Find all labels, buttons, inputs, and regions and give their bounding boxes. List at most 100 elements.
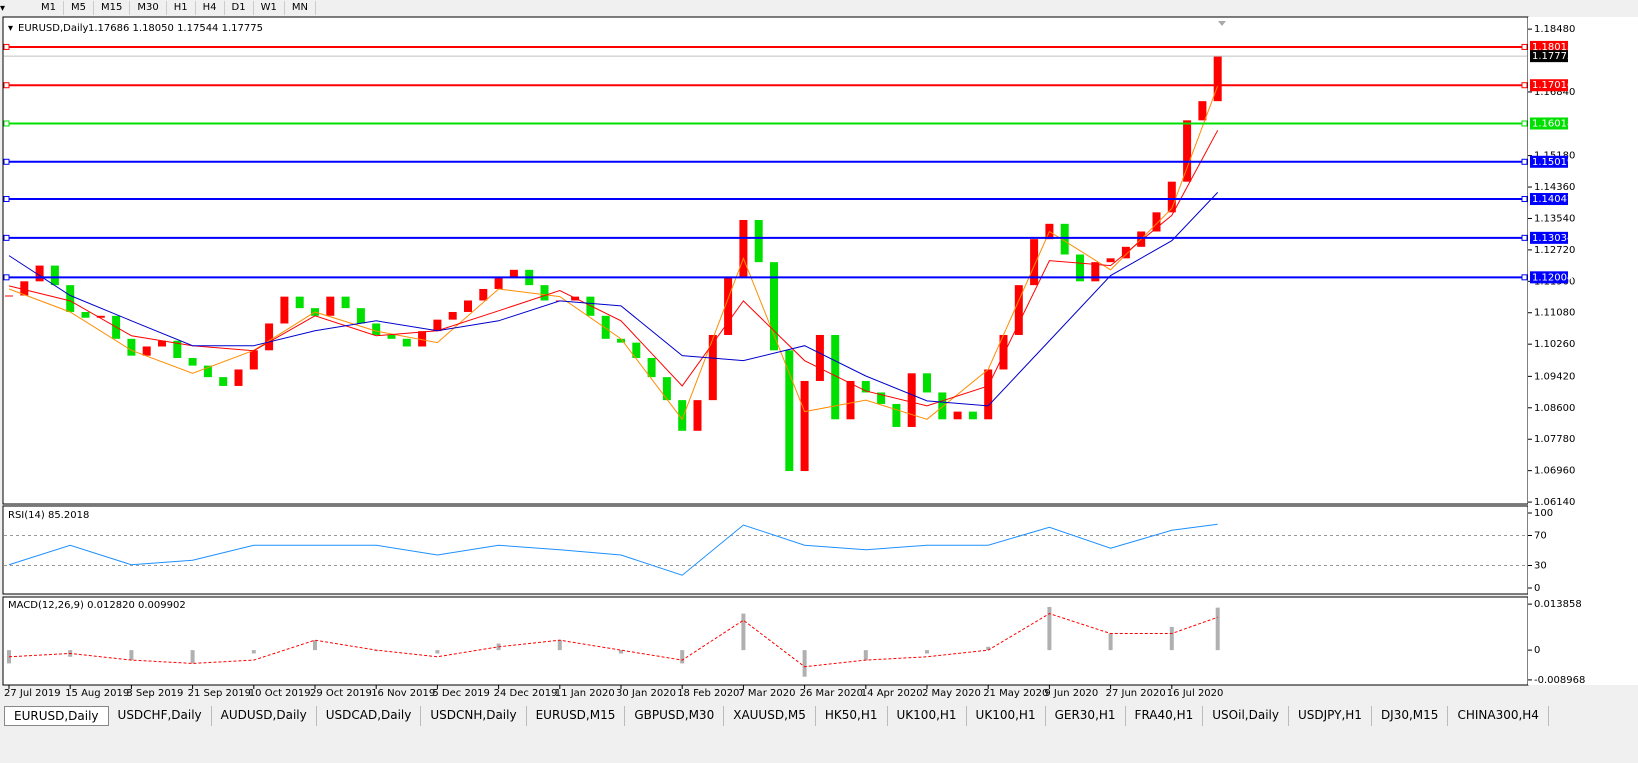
- x-tick-label: 11 Jan 2020: [555, 688, 615, 699]
- chart-tab[interactable]: USDJPY,H1: [1288, 706, 1372, 726]
- y-tick-label: 1.18480: [1534, 24, 1575, 35]
- y-tick-label: 1.11080: [1534, 308, 1575, 319]
- x-tick-label: 30 Jan 2020: [616, 688, 676, 699]
- chart-tab[interactable]: UK100,H1: [887, 706, 967, 726]
- candle: [20, 281, 29, 296]
- candle: [464, 300, 472, 312]
- level-label-box: [1530, 117, 1568, 130]
- timeframe-button[interactable]: M5: [64, 1, 94, 15]
- timeframe-button[interactable]: H4: [196, 1, 225, 15]
- timeframe-button[interactable]: M15: [94, 1, 131, 15]
- y-tick-label: 100: [1534, 508, 1553, 519]
- chart-tab[interactable]: GER30,H1: [1045, 706, 1126, 726]
- chart-tab[interactable]: HK50,H1: [815, 706, 888, 726]
- level-label: 1.17016: [1532, 80, 1573, 91]
- chart-tab[interactable]: USDCHF,Daily: [108, 706, 212, 726]
- candle: [66, 285, 75, 312]
- candle: [479, 288, 488, 301]
- candle: [586, 296, 595, 316]
- timeframe-button[interactable]: H1: [167, 1, 196, 15]
- timeframe-button[interactable]: M1: [34, 1, 64, 15]
- y-tick-label: 0: [1534, 645, 1540, 656]
- price-panel: [2, 16, 1529, 505]
- candle: [724, 277, 733, 335]
- candle: [953, 411, 962, 420]
- candle: [662, 377, 671, 401]
- level-handle: [1521, 158, 1528, 165]
- chart-tab[interactable]: CHINA300,H4: [1448, 706, 1549, 726]
- macd-bar: [251, 650, 256, 654]
- y-tick-label: 1.10260: [1534, 339, 1575, 350]
- timeframe-button[interactable]: MN: [285, 1, 316, 15]
- candle: [96, 315, 105, 318]
- candle: [433, 319, 442, 332]
- chart-tab[interactable]: EURUSD,M15: [526, 706, 626, 726]
- macd-bar: [680, 650, 685, 664]
- candle: [1030, 239, 1039, 286]
- candle: [127, 338, 136, 356]
- candle: [173, 340, 182, 358]
- level-handle: [3, 43, 10, 50]
- x-tick-label: 2 May 2020: [922, 688, 981, 699]
- candle: [219, 377, 228, 386]
- candle: [1183, 120, 1192, 182]
- candle: [1014, 285, 1023, 335]
- timeframe-button[interactable]: W1: [254, 1, 285, 15]
- y-tick-label: 1.12720: [1534, 245, 1575, 256]
- price-title: ▾: [8, 23, 13, 34]
- chart-tab[interactable]: UK100,H1: [966, 706, 1046, 726]
- chart-tab[interactable]: FRA40,H1: [1125, 706, 1204, 726]
- chart-tab[interactable]: USDCAD,Daily: [316, 706, 422, 726]
- macd-bar: [619, 650, 623, 654]
- y-tick-label: 70: [1534, 531, 1547, 542]
- chart-tab[interactable]: DJ30,M15: [1371, 706, 1449, 726]
- candle: [770, 262, 778, 351]
- candle: [1213, 56, 1222, 102]
- timeframe-button[interactable]: D1: [225, 1, 254, 15]
- candle: [1060, 223, 1069, 255]
- candle: [188, 357, 197, 366]
- candle: [968, 411, 977, 420]
- x-tick-label: 27 Jul 2019: [4, 688, 61, 699]
- candle: [402, 338, 411, 347]
- chart-area: ▾ EURUSD,Daily 1.17686 1.18050 1.17544 1…: [2, 16, 1638, 699]
- candle: [35, 265, 44, 282]
- macd-bar: [925, 650, 929, 654]
- level-handle: [3, 234, 10, 241]
- candle: [938, 392, 947, 420]
- candle: [1152, 212, 1161, 232]
- candle: [418, 331, 427, 347]
- level-handle: [3, 274, 10, 281]
- candle: [265, 323, 274, 351]
- chart-tab[interactable]: USOil,Daily: [1203, 706, 1289, 726]
- timeframe-button[interactable]: M30: [130, 1, 167, 15]
- moving-average: [8, 130, 1219, 407]
- level-label-box: [1530, 155, 1568, 168]
- macd-bar: [435, 650, 440, 654]
- macd-bar: [190, 650, 195, 664]
- chart-tab[interactable]: XAUUSD,M5: [724, 706, 816, 726]
- chart-tab[interactable]: GBPUSD,M30: [625, 706, 725, 726]
- x-tick-label: 16 Nov 2019: [371, 688, 435, 699]
- candle: [708, 334, 717, 401]
- level-handle: [3, 120, 10, 127]
- candle: [1076, 254, 1084, 282]
- x-tick-label: 27 Jun 2020: [1106, 688, 1166, 699]
- candle: [1106, 258, 1115, 263]
- macd-bar: [741, 613, 746, 651]
- candle: [907, 373, 916, 427]
- x-tick-label: 15 Aug 2019: [65, 688, 129, 699]
- chart-tab[interactable]: USDCNH,Daily: [421, 706, 527, 726]
- candle: [601, 315, 610, 339]
- y-tick-label: 1.14360: [1534, 182, 1575, 193]
- level-label-box: [1530, 193, 1568, 206]
- macd-panel: [2, 596, 1529, 686]
- candle: [846, 380, 855, 420]
- candle: [234, 369, 243, 386]
- candle: [877, 392, 886, 404]
- current-price-label: 1.17775: [1532, 51, 1573, 62]
- chart-tab[interactable]: EURUSD,Daily: [4, 706, 109, 726]
- candle: [632, 342, 641, 358]
- x-tick-label: 5 Dec 2019: [432, 688, 490, 699]
- chart-tab[interactable]: AUDUSD,Daily: [211, 706, 317, 726]
